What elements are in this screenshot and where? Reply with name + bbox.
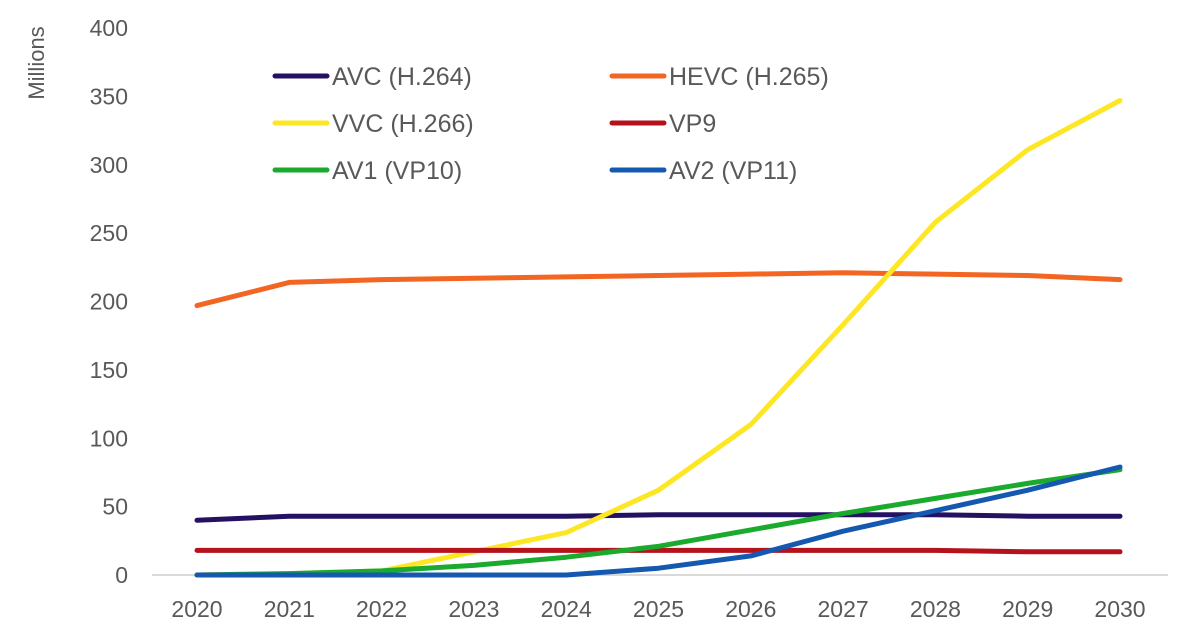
x-tick-label: 2021 [264, 596, 315, 622]
legend-label: AV2 (VP11) [669, 157, 797, 185]
x-tick-label: 2030 [1094, 596, 1145, 622]
y-axis-title: Millions [24, 26, 49, 99]
y-tick-label: 200 [90, 289, 128, 315]
y-tick-label: 300 [90, 152, 128, 178]
x-tick-label: 2025 [633, 596, 684, 622]
legend-label: AV1 (VP10) [332, 157, 462, 185]
y-tick-label: 50 [102, 494, 128, 520]
series-line [194, 270, 1123, 309]
x-tick-label: 2029 [1002, 596, 1053, 622]
series-line [194, 464, 1123, 578]
y-tick-label: 350 [90, 83, 128, 109]
legend-item: HEVC (H.265) [609, 63, 829, 91]
y-tick-label: 0 [115, 562, 128, 588]
legend: AVC (H.264) HEVC (H.265) VVC (H.266) VP9 AV1… [272, 63, 829, 185]
legend-label: VVC (H.266) [332, 110, 474, 138]
series-line [194, 547, 1123, 555]
x-tick-label: 2026 [725, 596, 776, 622]
legend-item: AVC (H.264) [272, 63, 472, 91]
y-tick-label: 100 [90, 425, 128, 451]
x-tick-label: 2027 [818, 596, 869, 622]
legend-label: VP9 [669, 110, 716, 138]
y-tick-label: 150 [90, 357, 128, 383]
y-tick-label: 250 [90, 220, 128, 246]
legend-label: AVC (H.264) [332, 63, 472, 91]
x-tick-label: 2020 [171, 596, 222, 622]
x-tick-label: 2023 [448, 596, 499, 622]
y-tick-label: 400 [90, 15, 128, 41]
legend-label: HEVC (H.265) [669, 63, 829, 91]
legend-item: AV1 (VP10) [272, 157, 462, 185]
legend-item: AV2 (VP11) [609, 157, 797, 185]
legend-item: VVC (H.266) [272, 110, 474, 138]
legend-item: VP9 [609, 110, 716, 138]
x-tick-label: 2024 [541, 596, 592, 622]
series-line [194, 467, 1123, 578]
x-tick-label: 2022 [356, 596, 407, 622]
x-tick-label: 2028 [910, 596, 961, 622]
series-line [194, 512, 1123, 523]
